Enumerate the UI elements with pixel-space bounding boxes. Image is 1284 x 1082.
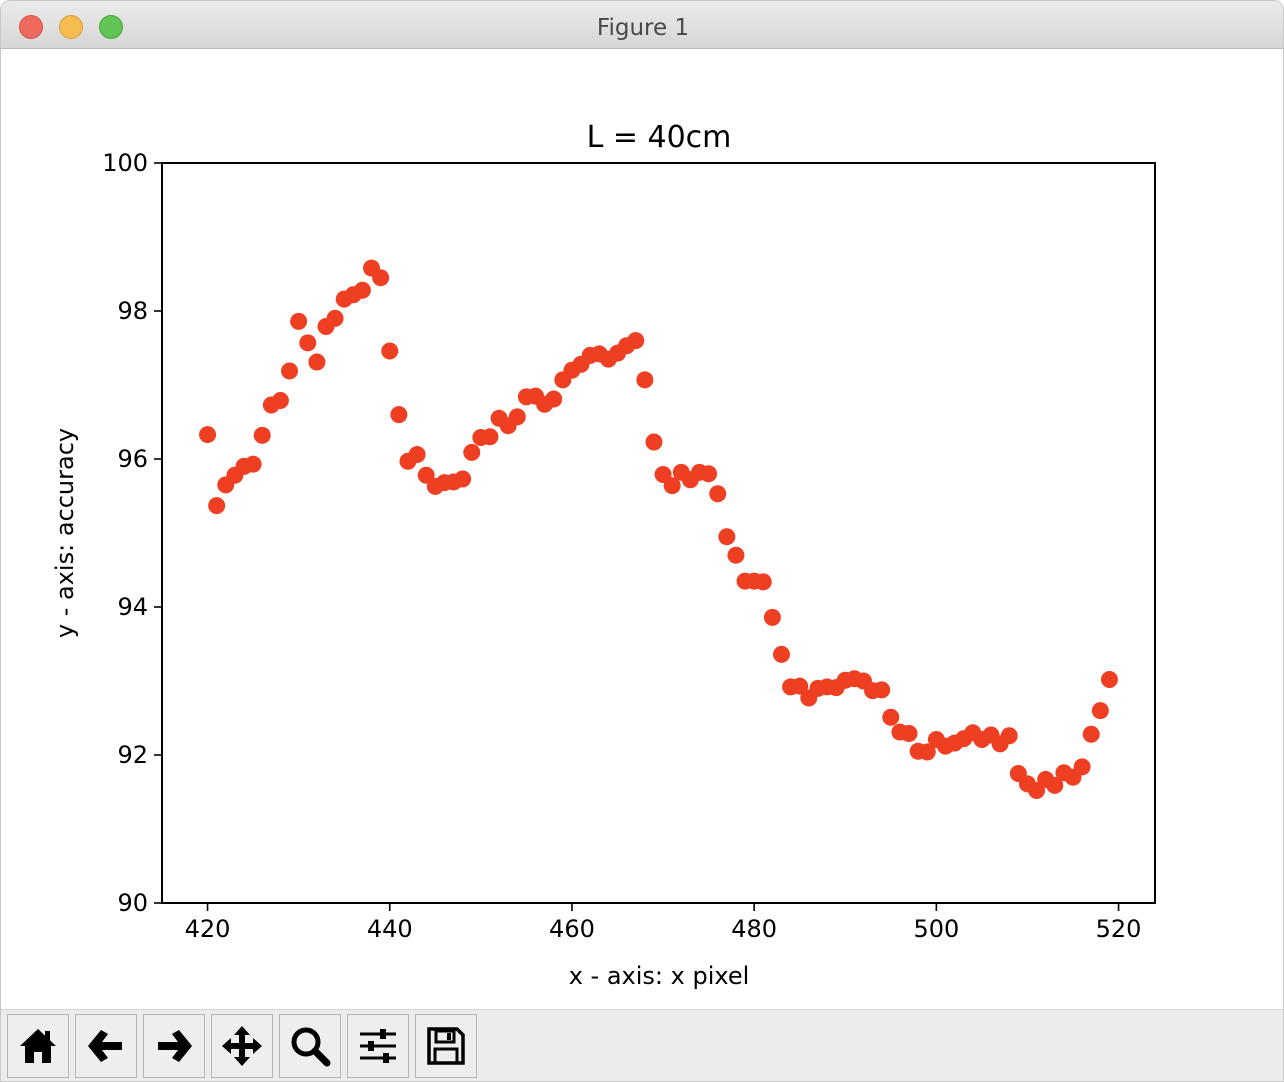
- home-button[interactable]: [7, 1014, 69, 1078]
- data-point: [308, 353, 326, 371]
- data-point: [481, 428, 499, 446]
- forward-arrow-icon: [158, 1030, 192, 1062]
- data-point: [508, 408, 526, 426]
- forward-button[interactable]: [143, 1014, 205, 1078]
- data-point: [645, 433, 663, 451]
- navigation-toolbar: [1, 1009, 1283, 1081]
- configure-subplots-icon: [360, 1029, 396, 1063]
- configure-subplots-button[interactable]: [347, 1014, 409, 1078]
- y-tick-label: 92: [117, 741, 148, 769]
- x-tick-label: 420: [185, 915, 231, 943]
- x-tick-label: 520: [1096, 915, 1142, 943]
- data-point: [390, 406, 408, 424]
- back-arrow-icon: [88, 1030, 122, 1062]
- data-point: [718, 528, 736, 546]
- data-point: [709, 485, 727, 503]
- home-icon: [20, 1029, 56, 1063]
- x-tick-label: 460: [549, 915, 595, 943]
- data-point: [754, 573, 772, 591]
- x-axis-ticks: 420 440 460 480 500 520: [185, 903, 1142, 943]
- save-button[interactable]: [415, 1014, 477, 1078]
- data-point: [271, 392, 289, 410]
- y-tick-label: 94: [117, 593, 148, 621]
- y-axis-ticks: 90 92 94 96 98 100: [102, 149, 162, 917]
- zoom-window-button[interactable]: [99, 15, 123, 39]
- data-point: [208, 497, 226, 515]
- data-point: [772, 645, 790, 663]
- data-point: [281, 362, 299, 380]
- pan-icon: [222, 1026, 262, 1066]
- data-point: [199, 426, 217, 444]
- plot-area: [161, 162, 1156, 904]
- save-icon: [427, 1027, 465, 1065]
- data-point: [545, 390, 563, 408]
- data-point: [791, 677, 809, 695]
- y-tick-label: 96: [117, 445, 148, 473]
- window-title: Figure 1: [596, 15, 690, 41]
- data-point: [700, 465, 718, 483]
- y-tick-label: 100: [102, 149, 148, 177]
- chart-title: L = 40cm: [587, 120, 732, 155]
- data-point: [1100, 671, 1118, 689]
- x-tick-label: 440: [367, 915, 413, 943]
- data-point: [408, 446, 426, 464]
- data-point: [463, 443, 481, 461]
- data-point: [454, 470, 472, 488]
- pan-button[interactable]: [211, 1014, 273, 1078]
- zoom-icon: [291, 1027, 331, 1067]
- data-point: [372, 269, 390, 287]
- close-window-button[interactable]: [19, 15, 43, 39]
- data-point: [663, 477, 681, 495]
- minimize-window-button[interactable]: [59, 15, 83, 39]
- zoom-button[interactable]: [279, 1014, 341, 1078]
- x-axis-label: x - axis: x pixel: [569, 962, 750, 990]
- data-point: [727, 546, 745, 564]
- data-point: [381, 342, 399, 360]
- data-point: [290, 312, 308, 330]
- data-point: [253, 426, 271, 444]
- data-point: [326, 309, 344, 327]
- data-point: [918, 743, 936, 761]
- x-tick-label: 500: [913, 915, 959, 943]
- back-button[interactable]: [75, 1014, 137, 1078]
- data-point: [244, 455, 262, 473]
- data-point: [353, 281, 371, 299]
- data-point: [900, 725, 918, 743]
- x-tick-label: 480: [731, 915, 777, 943]
- data-point: [1000, 727, 1018, 745]
- data-point: [627, 332, 645, 350]
- figure-canvas[interactable]: L = 40cm 420 440 460 480 500 520 90 92 94 96 98 10…: [1, 49, 1283, 1009]
- data-points: [199, 259, 1118, 800]
- y-axis-label: y - axis: accuracy: [51, 428, 79, 638]
- data-point: [1046, 776, 1064, 794]
- title-bar[interactable]: Figure 1: [1, 1, 1283, 49]
- data-point: [763, 608, 781, 626]
- data-point: [1073, 758, 1091, 776]
- data-point: [882, 708, 900, 726]
- data-point: [873, 681, 891, 699]
- y-tick-label: 98: [117, 297, 148, 325]
- data-point: [1091, 702, 1109, 720]
- scatter-chart: L = 40cm 420 440 460 480 500 520 90 92 94 96 98 10…: [51, 120, 1156, 990]
- data-point: [1082, 725, 1100, 743]
- y-tick-label: 90: [117, 889, 148, 917]
- data-point: [636, 371, 654, 389]
- data-point: [299, 334, 317, 352]
